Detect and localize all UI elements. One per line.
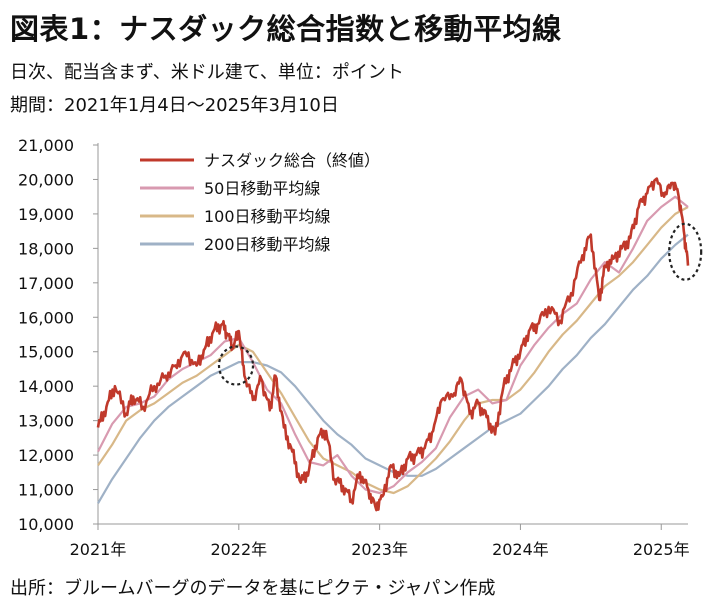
legend-label: 200日移動平均線 [204, 235, 331, 254]
y-tick-label: 13,000 [18, 412, 74, 431]
series-layer [96, 177, 690, 512]
legend-label: ナスダック総合（終値） [204, 151, 380, 170]
annotation-layer [217, 222, 703, 386]
y-tick-label: 12,000 [18, 446, 74, 465]
y-tick-label: 21,000 [18, 136, 74, 155]
y-tick-label: 10,000 [18, 515, 74, 534]
y-tick-label: 16,000 [18, 308, 74, 327]
y-tick-label: 20,000 [18, 170, 74, 189]
series-line-3 [97, 233, 689, 504]
chart-subtitle: 日次、配当含まず、米ドル建て、単位：ポイント [10, 62, 404, 83]
y-tick-label: 11,000 [18, 481, 74, 500]
series-line-2 [97, 206, 689, 495]
legend-label: 50日移動平均線 [204, 179, 320, 198]
y-tick-label: 18,000 [18, 239, 74, 258]
chart-legend: ナスダック総合（終値） 50日移動平均線 100日移動平均線 200日移動平均線 [140, 151, 380, 254]
x-tick-label: 2021年 [70, 540, 127, 559]
source-note: 出所：ブルームバーグのデータを基にピクテ・ジャパン作成 [10, 578, 496, 599]
x-tick-label: 2024年 [492, 540, 549, 559]
y-tick-label: 19,000 [18, 205, 74, 224]
series-line-1 [97, 195, 689, 495]
x-tick-label: 2025年 [633, 540, 690, 559]
highlight-ellipse [217, 345, 255, 386]
x-tick-label: 2022年 [210, 540, 267, 559]
y-tick-label: 14,000 [18, 377, 74, 396]
highlight-ellipse [668, 222, 703, 281]
y-tick-label: 15,000 [18, 343, 74, 362]
legend-label: 100日移動平均線 [204, 207, 331, 226]
chart-period: 期間：2021年1月4日～2025年3月10日 [10, 95, 339, 116]
y-tick-label: 17,000 [18, 274, 74, 293]
chart-axes: 10,000 11,000 12,000 13,000 14,000 15,000 16,0… [18, 136, 690, 559]
series-line-0 [96, 177, 690, 512]
x-tick-label: 2023年 [351, 540, 408, 559]
chart-title: 図表1：ナスダック総合指数と移動平均線 [10, 12, 562, 46]
